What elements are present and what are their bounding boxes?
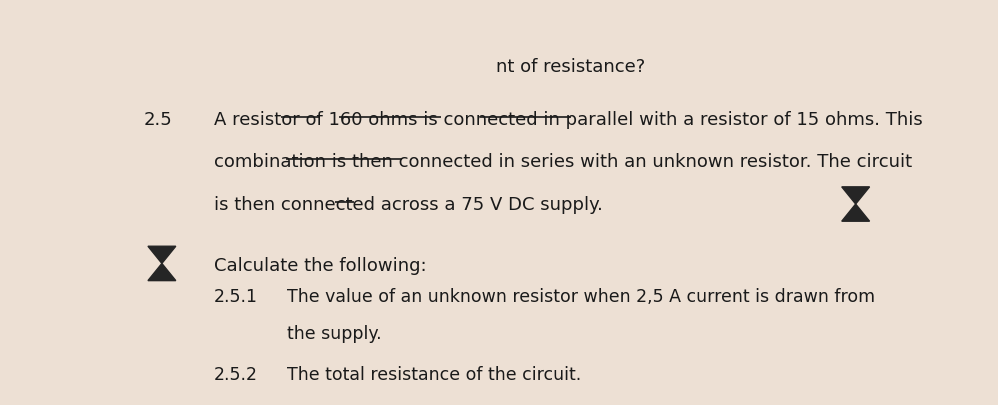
Text: the supply.: the supply. <box>287 324 382 343</box>
Text: The total resistance of the circuit.: The total resistance of the circuit. <box>287 365 582 383</box>
Text: A resistor of 160 ohms is connected in parallel with a resistor of 15 ohms. This: A resistor of 160 ohms is connected in p… <box>214 111 922 129</box>
Text: 2.5: 2.5 <box>144 111 173 129</box>
Polygon shape <box>841 188 869 205</box>
Text: 2.5.1: 2.5.1 <box>214 287 257 305</box>
Text: 2.5.2: 2.5.2 <box>214 365 257 383</box>
Text: is then connected across a 75 V DC supply.: is then connected across a 75 V DC suppl… <box>214 195 603 213</box>
Polygon shape <box>841 205 869 222</box>
Polygon shape <box>148 264 176 281</box>
Text: nt of resistance?: nt of resistance? <box>496 58 646 76</box>
Text: combination is then connected in series with an unknown resistor. The circuit: combination is then connected in series … <box>214 153 912 171</box>
Polygon shape <box>148 247 176 264</box>
Text: Calculate the following:: Calculate the following: <box>214 256 426 274</box>
Text: The value of an unknown resistor when 2,5 A current is drawn from: The value of an unknown resistor when 2,… <box>287 287 875 305</box>
